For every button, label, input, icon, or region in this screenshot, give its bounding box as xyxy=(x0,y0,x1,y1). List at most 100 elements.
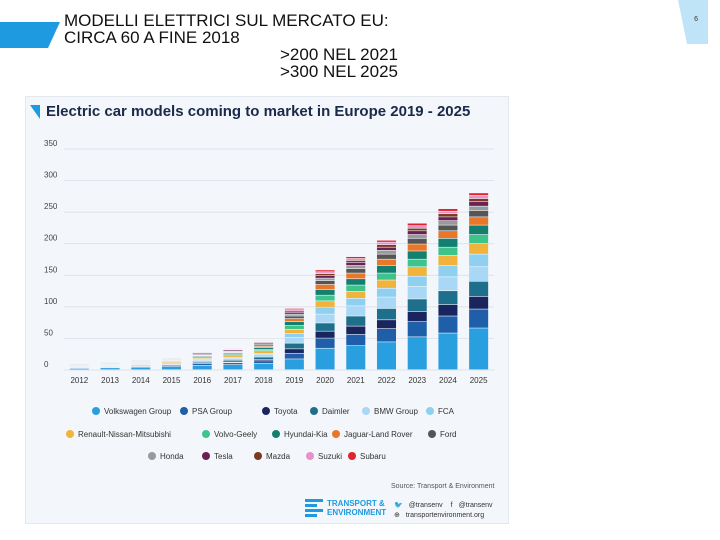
bar-segment-2019-14 xyxy=(284,310,304,311)
x-tick-label-2016: 2016 xyxy=(193,376,211,385)
bar-segment-2021-10 xyxy=(346,268,366,273)
x-tick-label-2021: 2021 xyxy=(347,376,365,385)
chart-title: Electric car models coming to market in … xyxy=(46,103,471,120)
bar-segment-2017-0 xyxy=(223,364,243,370)
bar-segment-2025-11 xyxy=(469,206,489,211)
bar-segment-2022-6 xyxy=(376,280,397,288)
facebook-handle[interactable]: @transenv xyxy=(458,502,493,509)
bar-segment-2020-15 xyxy=(315,270,335,272)
bar-segment-2022-3 xyxy=(376,308,397,320)
bar-segment-2023-3 xyxy=(407,299,427,312)
slide-title-line-4: >300 NEL 2025 xyxy=(280,62,398,81)
bar-segment-2023-1 xyxy=(407,322,427,337)
te-logo-line-2: ENVIRONMENT xyxy=(327,508,387,517)
chart-panel: Electric car models coming to market in … xyxy=(25,96,509,524)
bar-segment-2021-14 xyxy=(346,258,366,261)
bar-segment-2025-2 xyxy=(469,296,489,309)
bar-segment-2024-11 xyxy=(438,220,458,225)
bar-segment-2025-5 xyxy=(469,254,489,267)
te-logo-line-1: TRANSPORT & xyxy=(327,499,385,508)
legend-swatch-9 xyxy=(332,430,340,438)
bar-segment-2020-9 xyxy=(315,284,335,290)
chart-title-marker xyxy=(30,105,40,119)
twitter-icon: 🐦 xyxy=(394,502,403,509)
bar-segment-2019-1 xyxy=(284,353,304,359)
bar-segment-2024-7 xyxy=(438,247,458,256)
bar-segment-2021-2 xyxy=(346,326,366,335)
bar-segment-2019-5 xyxy=(284,334,304,338)
bar-segment-2024-8 xyxy=(438,238,458,247)
bar-segment-2022-9 xyxy=(376,259,397,266)
legend-swatch-3 xyxy=(310,407,318,415)
bar-segment-2020-13 xyxy=(315,274,335,276)
bar-segment-2025-13 xyxy=(469,198,489,202)
legend-label-3: Daimler xyxy=(322,407,350,416)
website-link[interactable]: transportenvironment.org xyxy=(405,512,485,519)
bar-segment-2022-13 xyxy=(376,244,397,247)
legend-swatch-4 xyxy=(362,407,370,415)
bar-segment-2025-12 xyxy=(469,202,489,206)
bar-segment-2024-13 xyxy=(438,214,458,217)
legend-label-9: Jaguar-Land Rover xyxy=(344,430,413,439)
bar-segment-2019-10 xyxy=(284,316,304,319)
bar-segment-2024-0 xyxy=(438,333,458,370)
legend-swatch-5 xyxy=(426,407,434,415)
facebook-icon: f xyxy=(450,502,453,509)
left-accent-bar xyxy=(0,22,60,48)
bar-segment-2025-3 xyxy=(469,281,489,297)
bar-segment-2024-10 xyxy=(438,225,458,231)
slide-title-line-3: >200 NEL 2021 xyxy=(280,45,398,64)
bar-segment-2018-9 xyxy=(254,346,274,348)
legend-label-12: Tesla xyxy=(214,452,233,461)
bar-segment-2021-8 xyxy=(346,279,366,285)
bar-segment-2013-0 xyxy=(100,368,120,370)
bar-segment-2021-12 xyxy=(346,262,366,266)
twitter-handle[interactable]: @transenv xyxy=(408,502,443,509)
bar-segment-2018-10 xyxy=(254,345,274,347)
bar-segment-2018-8 xyxy=(254,347,274,350)
y-tick-label-100: 100 xyxy=(44,297,58,306)
bar-segment-2019-2 xyxy=(284,349,304,353)
bar-segment-2021-5 xyxy=(346,298,366,306)
bar-segment-2020-14 xyxy=(315,272,335,274)
bar-segment-2023-0 xyxy=(407,337,427,370)
bar-segment-2020-12 xyxy=(315,275,335,278)
slide-title-line-2: CIRCA 60 A FINE 2018 xyxy=(64,28,240,47)
legend-swatch-11 xyxy=(148,452,156,460)
bar-segment-2024-3 xyxy=(438,291,458,305)
legend-label-2: Toyota xyxy=(274,407,298,416)
bar-segment-2023-8 xyxy=(407,251,427,259)
bar-segment-2024-2 xyxy=(438,304,458,316)
bar-segment-2022-8 xyxy=(376,265,397,273)
bar-segment-2016-1 xyxy=(192,363,212,365)
bar-segment-2020-3 xyxy=(315,323,335,331)
legend-label-5: FCA xyxy=(438,407,455,416)
bar-segment-2020-2 xyxy=(315,331,335,338)
bar-segment-2017-7 xyxy=(223,354,243,356)
x-tick-label-2017: 2017 xyxy=(224,376,242,385)
bar-segment-2012-0 xyxy=(69,368,89,370)
legend-swatch-2 xyxy=(262,407,270,415)
y-tick-label-150: 150 xyxy=(44,265,58,274)
legend-swatch-10 xyxy=(428,430,436,438)
bar-segment-2021-11 xyxy=(346,265,366,269)
bar-segment-2019-15 xyxy=(284,308,304,310)
bar-segment-2016-3 xyxy=(192,361,212,363)
bar-segment-2018-7 xyxy=(254,349,274,351)
legend-label-15: Subaru xyxy=(360,452,386,461)
bar-segment-2020-1 xyxy=(315,338,335,348)
bar-segment-2019-7 xyxy=(284,325,304,329)
legend-label-8: Hyundai-Kia xyxy=(284,430,328,439)
y-tick-label-350: 350 xyxy=(44,139,58,148)
right-accent-tab xyxy=(678,0,708,44)
bar-segment-2016-4 xyxy=(192,360,212,362)
legend-label-4: BMW Group xyxy=(374,407,419,416)
y-tick-label-200: 200 xyxy=(44,234,58,243)
bar-segment-2022-5 xyxy=(376,288,397,297)
bar-segment-2022-0 xyxy=(376,342,397,370)
legend-label-14: Suzuki xyxy=(318,452,342,461)
bar-segment-2021-1 xyxy=(346,334,366,346)
legend-swatch-12 xyxy=(202,452,210,460)
bar-segment-2025-14 xyxy=(469,195,489,199)
bar-segment-2021-13 xyxy=(346,260,366,263)
